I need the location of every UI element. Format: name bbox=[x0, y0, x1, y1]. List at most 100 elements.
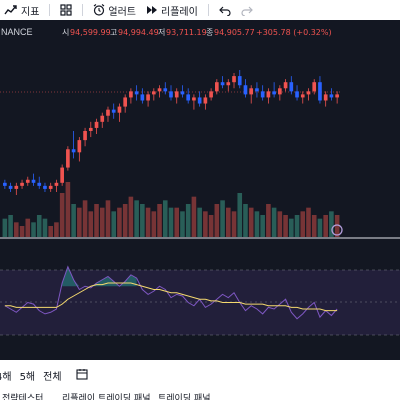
alarm-clock-icon bbox=[93, 4, 105, 16]
chart-area[interactable]: NANCE 시 94,599.99 고 94,994.49 저 93,711.1… bbox=[0, 20, 400, 360]
volume-bar bbox=[2, 218, 8, 237]
timeframe-5h[interactable]: 5해 bbox=[19, 371, 36, 383]
candle-body bbox=[335, 94, 339, 98]
volume-bar bbox=[14, 222, 19, 237]
indicator-button[interactable]: 지표 bbox=[4, 3, 39, 18]
candle-body bbox=[318, 82, 322, 101]
tab-strategy-tester[interactable]: 전략테스터 bbox=[2, 394, 44, 400]
grid-icon bbox=[60, 4, 73, 16]
toolbar-divider bbox=[82, 4, 84, 16]
volume-bar bbox=[111, 211, 117, 237]
volume-bar bbox=[306, 207, 311, 237]
redo-icon bbox=[241, 4, 253, 16]
volume-bar bbox=[145, 207, 151, 237]
volume-bar bbox=[8, 215, 13, 237]
candle-body bbox=[8, 185, 13, 189]
candle-body bbox=[157, 88, 162, 92]
candle-body bbox=[283, 82, 288, 89]
volume-bar bbox=[185, 204, 191, 237]
volume-bar bbox=[208, 215, 214, 237]
ohlc-close-value: 94,905.77 bbox=[214, 28, 255, 37]
ohlc-close-label: 종 bbox=[206, 28, 213, 37]
candle-body bbox=[140, 94, 145, 101]
volume-bar bbox=[197, 207, 202, 237]
candle-body bbox=[111, 109, 116, 113]
bottom-tabs: 전략테스터 리플레이 트레이딩 패널 트레이딩 패널 bbox=[0, 390, 400, 400]
top-toolbar: 지표 얼러트 리플레이 bbox=[0, 0, 400, 20]
replay-button[interactable]: 리플레이 bbox=[146, 3, 198, 18]
candle-body bbox=[60, 167, 64, 183]
volume-bar bbox=[54, 222, 59, 237]
undo-icon bbox=[218, 4, 231, 16]
candle-body bbox=[129, 91, 133, 98]
layout-grid-button[interactable] bbox=[60, 4, 73, 16]
volume-bar bbox=[311, 215, 317, 237]
candle-body bbox=[88, 127, 93, 131]
candle-body bbox=[323, 94, 328, 101]
timeframe-all[interactable]: 전체 bbox=[43, 371, 62, 383]
volume-bar bbox=[94, 204, 99, 237]
rsi-indicator bbox=[4, 265, 338, 320]
candle-body bbox=[249, 88, 254, 95]
candle-body bbox=[180, 91, 185, 95]
volume-bar bbox=[248, 207, 254, 237]
candle-body bbox=[209, 91, 213, 98]
candle-body bbox=[169, 91, 173, 98]
candle-body bbox=[163, 88, 168, 92]
ohlc-high-label: 고 bbox=[110, 28, 117, 37]
volume-bar bbox=[36, 215, 42, 237]
candle-body bbox=[329, 94, 334, 98]
rsi-band bbox=[0, 270, 400, 335]
replay-label: 리플레이 bbox=[161, 6, 198, 18]
volume-bar bbox=[151, 211, 157, 237]
candle-body bbox=[312, 82, 317, 92]
candle-body bbox=[174, 91, 179, 98]
candle-body bbox=[54, 182, 59, 186]
volume-bar bbox=[283, 215, 288, 237]
alert-button[interactable]: 얼러트 bbox=[93, 3, 136, 18]
candle-body bbox=[31, 179, 36, 183]
toolbar-divider bbox=[207, 4, 209, 16]
tab-replay-trading-panel[interactable]: 리플레이 트레이딩 패널 bbox=[62, 394, 151, 400]
candle-body bbox=[255, 88, 259, 92]
timeframe-4h[interactable]: 4해 bbox=[0, 371, 12, 383]
ohlc-high-value: 94,994.49 bbox=[118, 28, 159, 37]
candle-body bbox=[146, 94, 150, 101]
volume-bar bbox=[117, 207, 122, 237]
volume-bar bbox=[19, 226, 25, 237]
replay-icon bbox=[146, 4, 158, 16]
volume-bar bbox=[220, 200, 225, 237]
redo-button[interactable] bbox=[241, 4, 253, 16]
candle-body bbox=[300, 94, 305, 98]
candle-body bbox=[48, 185, 53, 189]
undo-button[interactable] bbox=[218, 4, 231, 16]
candle-body bbox=[66, 149, 70, 168]
volume-bar bbox=[277, 211, 283, 237]
volume-bar bbox=[260, 215, 265, 237]
alert-label: 얼러트 bbox=[108, 6, 137, 18]
tab-trading-panel[interactable]: 트레이딩 패널 bbox=[158, 394, 211, 400]
candle-body bbox=[3, 182, 7, 186]
volume-bar bbox=[323, 215, 328, 237]
volume-bars bbox=[2, 182, 340, 237]
volume-bar bbox=[162, 200, 168, 237]
calendar-button[interactable] bbox=[75, 368, 88, 383]
candle-body bbox=[117, 106, 122, 113]
volume-bar bbox=[71, 204, 76, 237]
ohlc-low-value: 93,711.19 bbox=[166, 28, 207, 37]
price-chart[interactable]: NANCE 시 94,599.99 고 94,994.49 저 93,711.1… bbox=[0, 20, 400, 360]
rsi-line bbox=[4, 265, 338, 320]
ohlc-open-value: 94,599.99 bbox=[70, 28, 111, 37]
volume-bar bbox=[65, 182, 71, 237]
volume-bar bbox=[203, 211, 208, 237]
volume-bar bbox=[25, 218, 31, 237]
volume-bar bbox=[82, 200, 88, 237]
volume-bar bbox=[42, 218, 48, 237]
candle-body bbox=[100, 115, 105, 122]
candle-body bbox=[186, 94, 191, 101]
volume-bar bbox=[134, 200, 139, 237]
volume-bar bbox=[31, 222, 36, 237]
candle-body bbox=[295, 91, 299, 98]
watermark-icon[interactable] bbox=[331, 224, 343, 236]
toolbar-divider bbox=[49, 4, 51, 16]
